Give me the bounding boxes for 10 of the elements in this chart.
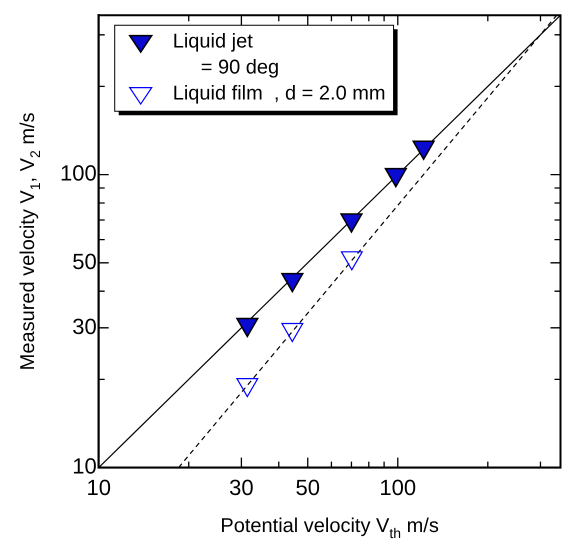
x-tick-label: 100 xyxy=(379,474,416,500)
x-tick-label: 50 xyxy=(296,474,320,500)
y-axis-title: Measured velocity V1, V2 m/s xyxy=(17,112,43,370)
y-tick-label: 10 xyxy=(72,454,97,479)
legend-label: Liquid film , d = 2.0 mm xyxy=(172,82,386,105)
y-tick-label: 50 xyxy=(72,248,97,274)
legend-label: Liquid jet = 90 deg xyxy=(172,30,280,79)
y-tick-label: 100 xyxy=(60,160,97,186)
y-tick-label: 30 xyxy=(72,314,97,339)
x-tick-label: 30 xyxy=(229,474,254,500)
